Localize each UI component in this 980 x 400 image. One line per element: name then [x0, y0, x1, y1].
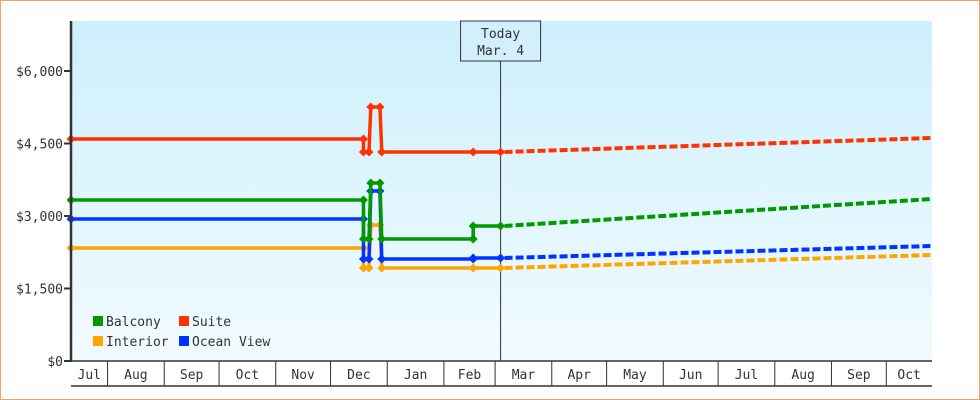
x-tick-label: Apr — [567, 368, 591, 383]
x-tick-label: Sep — [180, 368, 204, 383]
x-tick-label: Jan — [404, 368, 427, 383]
legend-label-suite: Suite — [192, 315, 231, 330]
legend-swatch-balcony — [93, 316, 103, 326]
data-point-ocean-view — [468, 253, 478, 263]
data-point-suite — [468, 147, 478, 157]
y-tick-label: $1,500 — [16, 282, 63, 297]
data-point-suite — [364, 147, 374, 157]
data-point-balcony — [377, 234, 387, 244]
today-date-label: Mar. 4 — [477, 44, 524, 59]
today-label: Today — [481, 27, 520, 42]
data-point-suite — [358, 147, 368, 157]
data-point-ocean-view — [496, 253, 506, 263]
y-tick-label: $6,000 — [16, 65, 63, 80]
x-tick-label: Sep — [847, 368, 871, 383]
today-box — [460, 20, 542, 62]
legend-swatch-interior — [93, 336, 103, 346]
x-tick-label: Jun — [679, 368, 702, 383]
legend-swatch-ocean-view — [179, 336, 189, 346]
series-line-balcony — [71, 181, 501, 241]
y-tick-label: $3,000 — [16, 210, 63, 225]
data-point-interior — [496, 263, 506, 273]
data-point-ocean-view — [358, 254, 368, 264]
legend-label-balcony: Balcony — [106, 315, 161, 330]
data-point-suite — [496, 147, 506, 157]
plot-area — [71, 21, 932, 361]
x-tick-label: Oct — [236, 368, 259, 383]
x-tick-label: Jul — [78, 368, 101, 383]
forecast-line-balcony — [504, 196, 933, 228]
data-point-balcony — [468, 221, 478, 231]
data-point-ocean-view — [364, 254, 374, 264]
x-tick-label: Aug — [791, 368, 814, 383]
x-tick-label: Feb — [458, 368, 482, 383]
x-tick-label: Nov — [291, 368, 315, 383]
data-point-interior — [358, 263, 368, 273]
data-point-balcony — [366, 178, 376, 188]
data-point-ocean-view — [377, 254, 387, 264]
y-tick-label: $0 — [47, 355, 63, 370]
forecast-line-interior — [504, 252, 933, 270]
x-tick-label: Aug — [124, 368, 147, 383]
x-tick-label: Dec — [347, 368, 370, 383]
data-point-suite — [377, 147, 387, 157]
x-tick-label: May — [623, 368, 647, 383]
forecast-line-suite — [504, 135, 933, 154]
data-point-suite — [375, 102, 385, 112]
legend-label-interior: Interior — [106, 335, 169, 350]
x-tick-label: Oct — [897, 368, 920, 383]
data-point-suite — [358, 134, 368, 144]
data-point-interior — [377, 263, 387, 273]
legend-swatch-suite — [179, 316, 189, 326]
data-point-balcony — [496, 221, 506, 231]
forecast-line-ocean-view — [504, 244, 933, 260]
y-tick-label: $4,500 — [16, 137, 63, 152]
data-point-balcony — [468, 234, 478, 244]
legend-label-ocean-view: Ocean View — [192, 335, 270, 350]
data-point-suite — [366, 102, 376, 112]
x-tick-label: Jul — [735, 368, 758, 383]
data-point-interior — [468, 263, 478, 273]
data-point-balcony — [358, 234, 368, 244]
data-point-interior — [364, 263, 374, 273]
x-tick-label: Mar — [512, 368, 536, 383]
data-point-balcony — [375, 178, 385, 188]
data-point-balcony — [364, 234, 374, 244]
data-point-balcony — [358, 195, 368, 205]
